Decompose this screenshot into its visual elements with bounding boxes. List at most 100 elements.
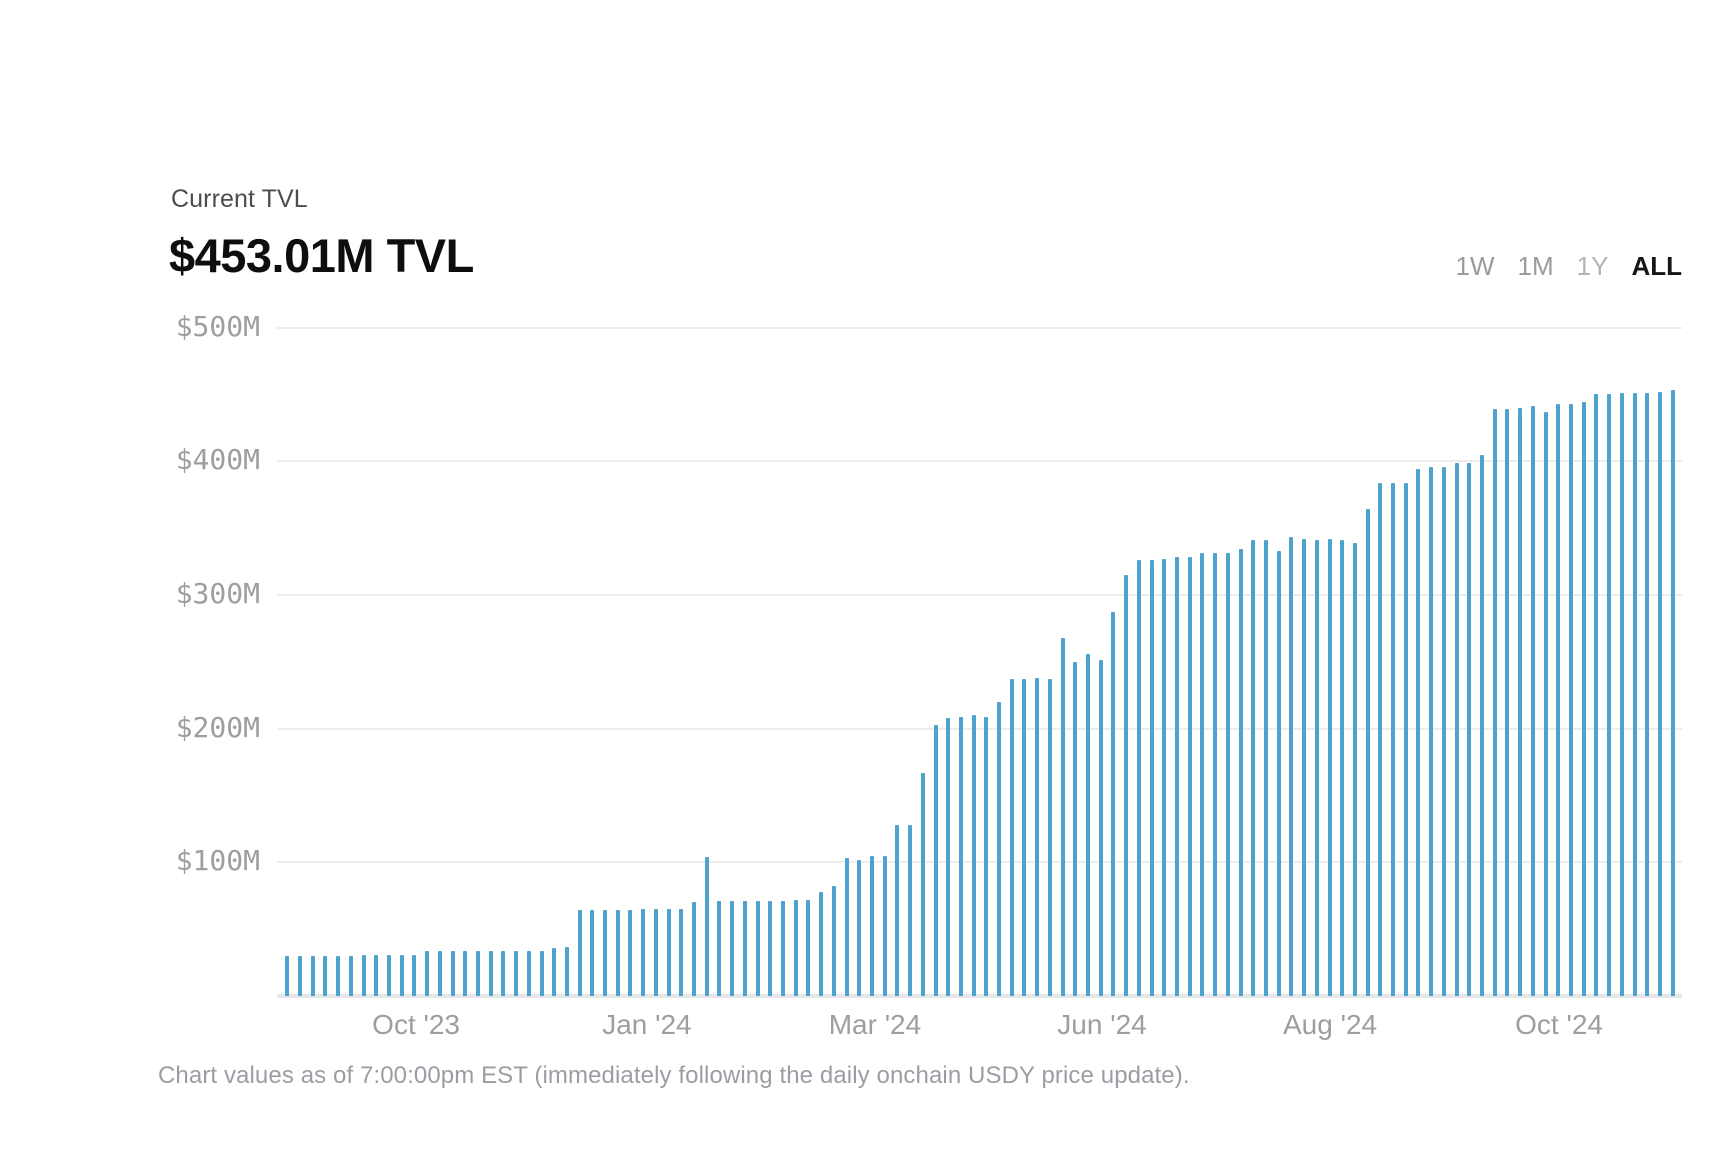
bar[interactable] [1543, 411, 1548, 996]
bar[interactable] [1365, 509, 1370, 996]
bar[interactable] [399, 954, 404, 996]
bar[interactable] [1213, 553, 1218, 996]
bar[interactable] [1238, 549, 1243, 996]
bar[interactable] [310, 955, 315, 996]
bar[interactable] [488, 950, 493, 996]
bar[interactable] [1009, 679, 1014, 996]
bar[interactable] [1073, 661, 1078, 996]
bar[interactable] [1632, 393, 1637, 996]
range-button-1y[interactable]: 1Y [1576, 251, 1609, 281]
bar[interactable] [730, 901, 735, 996]
bar[interactable] [1149, 560, 1154, 996]
bar[interactable] [653, 909, 658, 996]
bar[interactable] [1569, 403, 1573, 996]
bar[interactable] [1162, 558, 1167, 996]
bar[interactable] [1225, 553, 1230, 996]
bar[interactable] [1047, 679, 1052, 996]
bar[interactable] [1403, 482, 1408, 996]
bar[interactable] [1594, 394, 1599, 996]
bar[interactable] [1289, 537, 1294, 996]
bar[interactable] [285, 955, 290, 996]
bar[interactable] [1429, 466, 1434, 996]
bar[interactable] [501, 950, 506, 996]
bar[interactable] [1175, 557, 1179, 996]
bar[interactable] [564, 946, 569, 996]
bar[interactable] [1035, 677, 1040, 996]
bar[interactable] [1518, 407, 1523, 996]
bar[interactable] [1136, 560, 1141, 996]
bar[interactable] [1441, 466, 1446, 996]
bar[interactable] [1391, 482, 1396, 996]
bar[interactable] [1607, 394, 1612, 996]
bar[interactable] [1670, 390, 1675, 996]
bar[interactable] [348, 955, 353, 996]
bar[interactable] [895, 824, 900, 996]
bar[interactable] [1327, 538, 1332, 996]
bar[interactable] [577, 910, 582, 996]
bar[interactable] [1022, 679, 1027, 996]
bar[interactable] [692, 902, 697, 996]
bar[interactable] [908, 824, 913, 996]
bar[interactable] [1454, 462, 1459, 996]
bar[interactable] [920, 772, 925, 996]
bar[interactable] [997, 701, 1002, 996]
bar[interactable] [806, 899, 811, 996]
bar[interactable] [603, 910, 608, 996]
bar[interactable] [1657, 391, 1662, 996]
bar[interactable] [971, 715, 976, 996]
bar[interactable] [1581, 402, 1586, 996]
bar[interactable] [1187, 557, 1192, 996]
bar[interactable] [590, 910, 595, 996]
bar[interactable] [1352, 542, 1357, 996]
bar[interactable] [361, 954, 366, 996]
bar[interactable] [1200, 553, 1205, 996]
bar[interactable] [882, 855, 887, 996]
bar[interactable] [717, 901, 722, 996]
bar[interactable] [437, 950, 442, 996]
bar[interactable] [742, 901, 747, 996]
range-button-1m[interactable]: 1M [1517, 251, 1554, 281]
bar[interactable] [1098, 660, 1103, 996]
bar[interactable] [831, 886, 836, 996]
bar[interactable] [1480, 454, 1485, 996]
bar[interactable] [1314, 540, 1319, 996]
bar[interactable] [628, 910, 633, 996]
bar[interactable] [1111, 612, 1116, 996]
bar[interactable] [1378, 482, 1383, 996]
bar[interactable] [298, 955, 302, 996]
bar[interactable] [1492, 409, 1497, 996]
bar[interactable] [1276, 550, 1281, 996]
bar[interactable] [1251, 540, 1256, 996]
bar[interactable] [1467, 462, 1472, 996]
bar[interactable] [1416, 469, 1421, 996]
bar[interactable] [1530, 406, 1535, 996]
bar[interactable] [1263, 540, 1268, 996]
bar[interactable] [526, 950, 531, 996]
bar[interactable] [958, 716, 963, 996]
bar[interactable] [641, 909, 646, 996]
bar[interactable] [323, 955, 328, 996]
bar[interactable] [1505, 409, 1510, 996]
bar[interactable] [336, 955, 341, 996]
bar[interactable] [780, 901, 785, 996]
range-button-1w[interactable]: 1W [1455, 251, 1495, 281]
bar[interactable] [475, 950, 480, 996]
bar[interactable] [514, 950, 519, 996]
bar[interactable] [1645, 393, 1650, 996]
bar[interactable] [386, 954, 391, 996]
bar[interactable] [1086, 653, 1091, 996]
range-button-all[interactable]: ALL [1631, 251, 1682, 281]
bar[interactable] [666, 909, 671, 996]
bar[interactable] [425, 950, 430, 996]
bar[interactable] [1302, 538, 1307, 996]
bar[interactable] [946, 717, 951, 996]
bar[interactable] [755, 901, 760, 996]
bar[interactable] [615, 910, 620, 996]
bar[interactable] [857, 859, 862, 996]
bar[interactable] [704, 856, 709, 996]
bar[interactable] [1619, 393, 1624, 996]
bar[interactable] [552, 947, 557, 996]
bar[interactable] [1124, 574, 1129, 996]
bar[interactable] [933, 724, 938, 996]
bar[interactable] [463, 950, 468, 996]
